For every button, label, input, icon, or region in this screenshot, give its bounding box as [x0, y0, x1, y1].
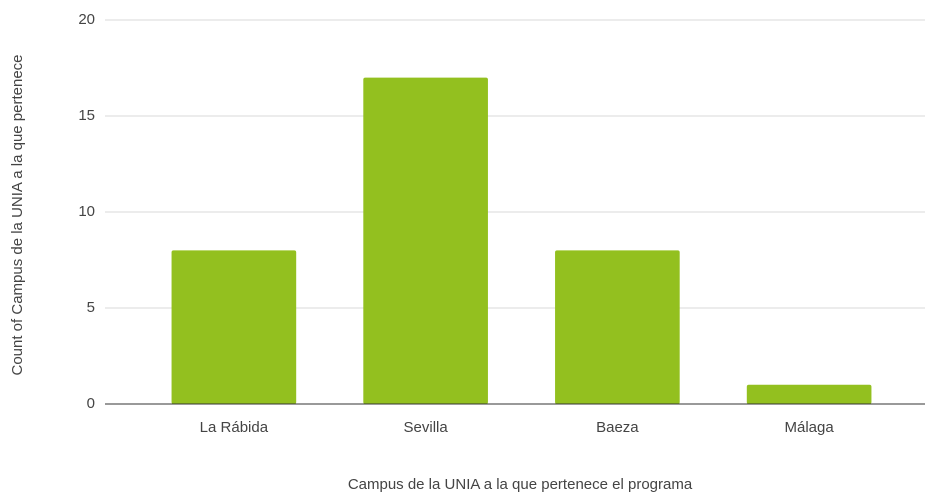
x-tick-label: Málaga — [785, 419, 835, 436]
y-tick-label: 0 — [87, 395, 95, 412]
y-tick-label: 10 — [78, 203, 95, 220]
y-tick-label: 20 — [78, 11, 95, 28]
x-tick-label: Sevilla — [404, 419, 449, 436]
y-tick-label: 15 — [78, 107, 95, 124]
x-tick-label: La Rábida — [200, 419, 269, 436]
bar — [171, 250, 297, 404]
x-axis-label: Campus de la UNIA a la que pertenece el … — [348, 476, 693, 493]
bar — [746, 384, 872, 404]
x-tick-label: Baeza — [596, 419, 639, 436]
bar — [363, 77, 488, 404]
y-axis-label: Count of Campus de la UNIA a la que pert… — [9, 54, 26, 375]
bar — [555, 250, 680, 404]
y-tick-label: 5 — [87, 299, 95, 316]
